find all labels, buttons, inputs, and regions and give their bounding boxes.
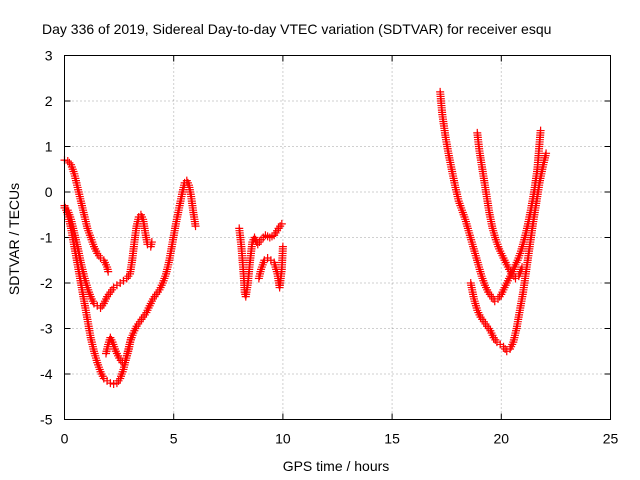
y-tick-label: -3 xyxy=(40,321,53,337)
x-axis-label: GPS time / hours xyxy=(283,458,390,474)
data-point xyxy=(147,238,156,247)
data-point xyxy=(267,232,276,241)
data-point xyxy=(542,149,551,158)
y-tick-label: -2 xyxy=(40,275,53,291)
data-point xyxy=(109,380,118,389)
y-tick-label: 3 xyxy=(45,48,53,64)
y-tick-label: -4 xyxy=(40,366,53,382)
x-tick-label: 25 xyxy=(603,431,619,447)
y-tick-label: -1 xyxy=(40,230,53,246)
x-tick-label: 0 xyxy=(61,431,69,447)
y-tick-label: -5 xyxy=(40,412,53,428)
x-tick-label: 5 xyxy=(170,431,178,447)
data-point xyxy=(127,333,136,342)
x-tick-label: 10 xyxy=(275,431,291,447)
data-point xyxy=(104,267,113,276)
x-tick-label: 15 xyxy=(384,431,400,447)
grid xyxy=(64,55,611,420)
data-point xyxy=(65,158,74,167)
data-point xyxy=(536,126,545,135)
y-axis-label: SDTVAR / TECUs xyxy=(6,183,22,295)
y-tick-label: 0 xyxy=(45,184,53,200)
data-point xyxy=(63,157,72,166)
data-points xyxy=(60,87,551,389)
data-point xyxy=(277,219,286,228)
plot-frame xyxy=(64,55,611,420)
chart-title: Day 336 of 2019, Sidereal Day-to-day VTE… xyxy=(42,21,551,37)
data-point xyxy=(278,242,287,251)
y-tick-labels: -5 -4 -3 -2 -1 0 1 2 3 xyxy=(40,48,53,428)
y-tick-label: 2 xyxy=(45,93,53,109)
y-tick-label: 1 xyxy=(45,139,53,155)
data-point xyxy=(191,222,200,231)
x-tick-label: 20 xyxy=(494,431,510,447)
x-tick-labels: 0 5 10 15 20 25 xyxy=(61,431,619,447)
